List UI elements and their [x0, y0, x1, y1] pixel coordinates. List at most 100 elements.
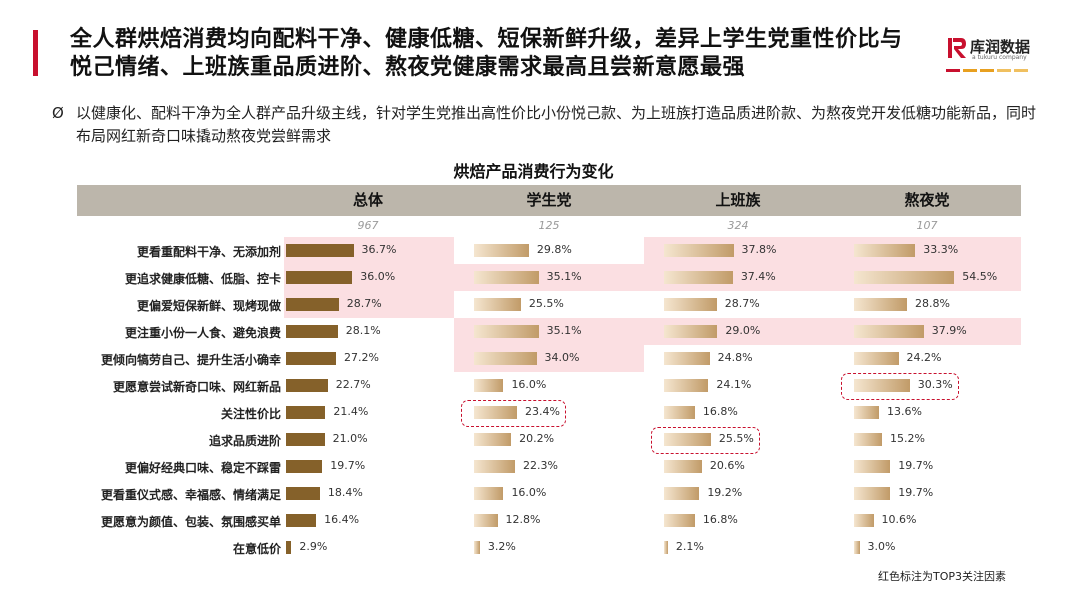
- value-label: 18.4%: [327, 486, 363, 499]
- value-label: 29.0%: [725, 324, 761, 337]
- value-label: 35.1%: [546, 270, 582, 283]
- row-label: 在意低价: [232, 542, 281, 556]
- value-label: 19.7%: [330, 459, 366, 472]
- sample-size: 125: [538, 219, 560, 232]
- bar: [286, 514, 317, 527]
- bar: [854, 271, 955, 284]
- value-label: 2.1%: [675, 540, 704, 553]
- bar: [474, 271, 539, 284]
- value-label: 37.9%: [931, 324, 967, 337]
- value-label: 33.3%: [923, 243, 959, 256]
- bar: [474, 514, 498, 527]
- bar: [474, 325, 539, 338]
- bar: [474, 406, 518, 419]
- logo-dashes: [946, 69, 1036, 72]
- bar: [664, 406, 695, 419]
- row-label: 更看重仪式感、幸福感、情绪满足: [100, 488, 281, 502]
- bar: [664, 514, 695, 527]
- value-label: 25.5%: [528, 297, 564, 310]
- value-label: 28.7%: [724, 297, 760, 310]
- bar: [664, 460, 702, 473]
- bar: [664, 325, 718, 338]
- value-label: 16.0%: [511, 486, 547, 499]
- bar: [286, 325, 338, 338]
- bar: [854, 460, 891, 473]
- bar: [664, 298, 717, 311]
- bar: [854, 406, 880, 419]
- value-label: 23.4%: [525, 405, 560, 418]
- page-title: 全人群烘焙消费均向配料干净、健康低糖、短保新鲜升级，差异上学生党重性价比与悦己情…: [70, 27, 903, 80]
- row-label: 更看重配料干净、无添加剂: [136, 245, 281, 259]
- sample-size: 107: [916, 219, 938, 232]
- bar: [854, 298, 907, 311]
- top3-dashed-outline: [651, 427, 760, 454]
- value-label: 24.8%: [717, 351, 753, 364]
- row-label: 关注性价比: [220, 407, 281, 421]
- value-label: 24.2%: [906, 351, 942, 364]
- value-label: 13.6%: [887, 405, 922, 418]
- summary-text: 以健康化、配料干净为全人群产品升级主线，针对学生党推出高性价比小份悦己款、为上班…: [76, 104, 1037, 145]
- bar: [474, 244, 529, 257]
- bar: [664, 379, 709, 392]
- value-label: 16.8%: [702, 513, 738, 526]
- bar: [664, 352, 710, 365]
- bar: [286, 433, 325, 446]
- value-label: 21.4%: [333, 405, 369, 418]
- row-label: 更追求健康低糖、低脂、控卡: [124, 272, 281, 286]
- bar: [854, 541, 860, 554]
- brand-logo: 库润数据 a tukuru company: [946, 36, 1036, 76]
- bar: [664, 433, 711, 446]
- value-label: 21.0%: [332, 432, 368, 445]
- kr-logo-icon: [948, 38, 966, 58]
- footnote: 红色标注为TOP3关注因素: [878, 570, 1007, 583]
- value-label: 3.2%: [487, 540, 516, 553]
- value-label: 27.2%: [344, 351, 379, 364]
- bar: [286, 352, 337, 365]
- value-label: 19.7%: [898, 486, 934, 499]
- sample-size: 967: [357, 219, 379, 232]
- value-label: 28.7%: [346, 297, 382, 310]
- value-label: 22.3%: [523, 459, 558, 472]
- value-label: 25.5%: [718, 432, 754, 445]
- bar: [474, 298, 521, 311]
- bar: [474, 379, 504, 392]
- bar: [286, 379, 328, 392]
- row-label: 追求品质进阶: [208, 434, 281, 448]
- column-header: 总体: [352, 191, 383, 209]
- title-accent-bar: [33, 30, 38, 76]
- value-label: 30.3%: [917, 378, 953, 391]
- top3-dashed-outline: [461, 400, 567, 427]
- chart-title: 烘焙产品消费行为变化: [453, 162, 614, 181]
- value-label: 34.0%: [544, 351, 580, 364]
- column-header: 上班族: [715, 191, 761, 209]
- table-header: [77, 185, 1021, 216]
- sample-size: 324: [727, 219, 749, 232]
- bar: [286, 244, 354, 257]
- value-label: 16.8%: [702, 405, 738, 418]
- value-label: 36.7%: [361, 243, 397, 256]
- row-label: 更偏好经典口味、稳定不踩雷: [124, 461, 281, 475]
- column-header: 学生党: [526, 191, 572, 209]
- bar: [286, 406, 326, 419]
- bar: [474, 433, 512, 446]
- bar: [286, 298, 339, 311]
- bar: [854, 487, 891, 500]
- value-label: 24.1%: [716, 378, 752, 391]
- bar: [664, 271, 733, 284]
- row-label: 更愿意为颜值、包装、氛围感买单: [100, 515, 281, 529]
- value-label: 16.0%: [511, 378, 547, 391]
- value-label: 28.1%: [345, 324, 381, 337]
- value-label: 28.8%: [914, 297, 950, 310]
- value-label: 29.8%: [536, 243, 572, 256]
- value-label: 22.7%: [335, 378, 371, 391]
- value-label: 19.2%: [707, 486, 743, 499]
- bar: [286, 271, 353, 284]
- value-label: 2.9%: [299, 540, 328, 553]
- bar: [664, 244, 734, 257]
- value-label: 19.7%: [898, 459, 934, 472]
- value-label: 3.0%: [867, 540, 896, 553]
- bar: [474, 352, 537, 365]
- value-label: 35.1%: [546, 324, 582, 337]
- bar: [474, 460, 516, 473]
- top3-dashed-outline: [841, 373, 959, 400]
